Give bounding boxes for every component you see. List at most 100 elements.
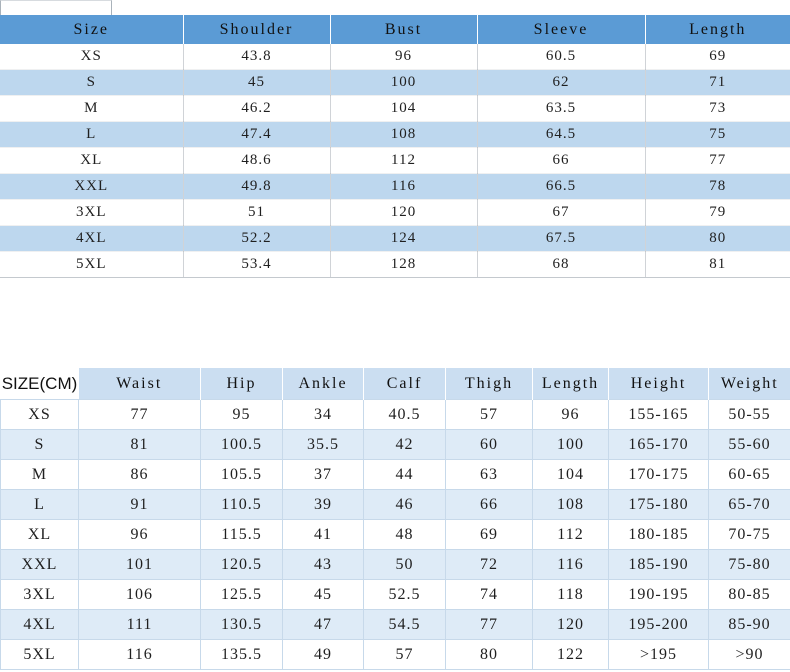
- measurement-value: 180-185: [608, 519, 709, 550]
- column-header-bust: Bust: [330, 15, 478, 44]
- measurement-value: 106: [78, 579, 201, 610]
- measurement-value: 57: [363, 639, 446, 670]
- column-header-sleeve: Sleeve: [477, 15, 646, 44]
- measurement-value: 64.5: [477, 121, 646, 148]
- measurement-value: 67: [477, 199, 646, 226]
- measurement-value: 165-170: [608, 429, 709, 460]
- table-row-xl: XL 48.6 112 66 77: [0, 147, 790, 174]
- measurement-value: 100: [330, 69, 478, 96]
- size-label: XXL: [0, 173, 184, 200]
- measurement-value: 71: [645, 69, 790, 96]
- measurement-value: 54.5: [363, 609, 446, 640]
- table-row-xxl: XXL 101 120.5 43 50 72 116 185-190 75-80: [0, 549, 790, 580]
- garment-size-table-header: Size Shoulder Bust Sleeve Length: [0, 15, 790, 44]
- measurement-value: 96: [330, 44, 478, 70]
- measurement-value: 125.5: [200, 579, 283, 610]
- measurement-value: 49.8: [183, 173, 331, 200]
- table-row-4xl: 4XL 111 130.5 47 54.5 77 120 195-200 85-90: [0, 609, 790, 640]
- measurement-value: 48.6: [183, 147, 331, 174]
- measurement-value: 60-65: [708, 459, 790, 490]
- column-header-size-cm-: SIZE(CM): [0, 368, 79, 400]
- measurement-value: 112: [330, 147, 478, 174]
- measurement-value: 96: [78, 519, 201, 550]
- measurement-value: 79: [645, 199, 790, 226]
- measurement-value: 130.5: [200, 609, 283, 640]
- measurement-value: 53.4: [183, 251, 331, 278]
- measurement-value: 80: [445, 639, 533, 670]
- measurement-value: 96: [532, 399, 609, 430]
- measurement-value: 122: [532, 639, 609, 670]
- size-label: XS: [0, 44, 184, 70]
- measurement-value: 115.5: [200, 519, 283, 550]
- measurement-value: 80: [645, 225, 790, 252]
- measurement-value: 66: [477, 147, 646, 174]
- table-row-m: M 86 105.5 37 44 63 104 170-175 60-65: [0, 459, 790, 490]
- measurement-value: 65-70: [708, 489, 790, 520]
- measurement-value: 91: [78, 489, 201, 520]
- measurement-value: 34: [282, 399, 364, 430]
- size-label: L: [0, 489, 79, 520]
- measurement-value: 75-80: [708, 549, 790, 580]
- measurement-value: >90: [708, 639, 790, 670]
- measurement-value: 42: [363, 429, 446, 460]
- measurement-value: 95: [200, 399, 283, 430]
- column-header-size: Size: [0, 15, 184, 44]
- measurement-value: 70-75: [708, 519, 790, 550]
- table-row-xxl: XXL 49.8 116 66.5 78: [0, 173, 790, 200]
- measurement-value: 175-180: [608, 489, 709, 520]
- measurement-value: 86: [78, 459, 201, 490]
- measurement-value: 77: [645, 147, 790, 174]
- column-header-calf: Calf: [363, 368, 446, 400]
- measurement-value: 66.5: [477, 173, 646, 200]
- size-label: 3XL: [0, 199, 184, 226]
- measurement-value: 110.5: [200, 489, 283, 520]
- size-label: M: [0, 459, 79, 490]
- measurement-value: 116: [532, 549, 609, 580]
- measurement-value: 112: [532, 519, 609, 550]
- table-row-l: L 47.4 108 64.5 75: [0, 121, 790, 148]
- measurement-value: 57: [445, 399, 533, 430]
- column-header-shoulder: Shoulder: [183, 15, 331, 44]
- size-label: S: [0, 429, 79, 460]
- size-label: S: [0, 69, 184, 96]
- measurement-value: 104: [330, 95, 478, 122]
- measurement-value: 77: [78, 399, 201, 430]
- measurement-value: 52.2: [183, 225, 331, 252]
- measurement-value: 69: [445, 519, 533, 550]
- measurement-value: 120: [330, 199, 478, 226]
- measurement-value: 72: [445, 549, 533, 580]
- measurement-value: 45: [183, 69, 331, 96]
- measurement-value: 74: [445, 579, 533, 610]
- measurement-value: 118: [532, 579, 609, 610]
- measurement-value: 108: [330, 121, 478, 148]
- measurement-value: 185-190: [608, 549, 709, 580]
- table-row-5xl: 5XL 53.4 128 68 81: [0, 251, 790, 278]
- size-label: 5XL: [0, 639, 79, 670]
- measurement-value: 77: [445, 609, 533, 640]
- measurement-value: 75: [645, 121, 790, 148]
- measurement-value: 66: [445, 489, 533, 520]
- measurement-value: 69: [645, 44, 790, 70]
- measurement-value: 81: [645, 251, 790, 278]
- measurement-value: 44: [363, 459, 446, 490]
- measurement-value: 195-200: [608, 609, 709, 640]
- measurement-value: 63.5: [477, 95, 646, 122]
- column-header-height: Height: [608, 368, 709, 400]
- table-row-m: M 46.2 104 63.5 73: [0, 95, 790, 122]
- size-label: XS: [0, 399, 79, 430]
- measurement-value: 80-85: [708, 579, 790, 610]
- measurement-value: 73: [645, 95, 790, 122]
- measurement-value: 67.5: [477, 225, 646, 252]
- size-label: M: [0, 95, 184, 122]
- body-measurements-table-body: XS 77 95 34 40.5 57 96 155-165 50-55 S 81 100.5 35.5…: [0, 399, 790, 670]
- table-row-xl: XL 96 115.5 41 48 69 112 180-185 70-75: [0, 519, 790, 550]
- measurement-value: 37: [282, 459, 364, 490]
- measurement-value: 60: [445, 429, 533, 460]
- measurement-value: 63: [445, 459, 533, 490]
- table-row-l: L 91 110.5 39 46 66 108 175-180 65-70: [0, 489, 790, 520]
- measurement-value: 46: [363, 489, 446, 520]
- measurement-value: 39: [282, 489, 364, 520]
- measurement-value: 40.5: [363, 399, 446, 430]
- measurement-value: 49: [282, 639, 364, 670]
- leftover-spreadsheet-cell: [0, 0, 112, 15]
